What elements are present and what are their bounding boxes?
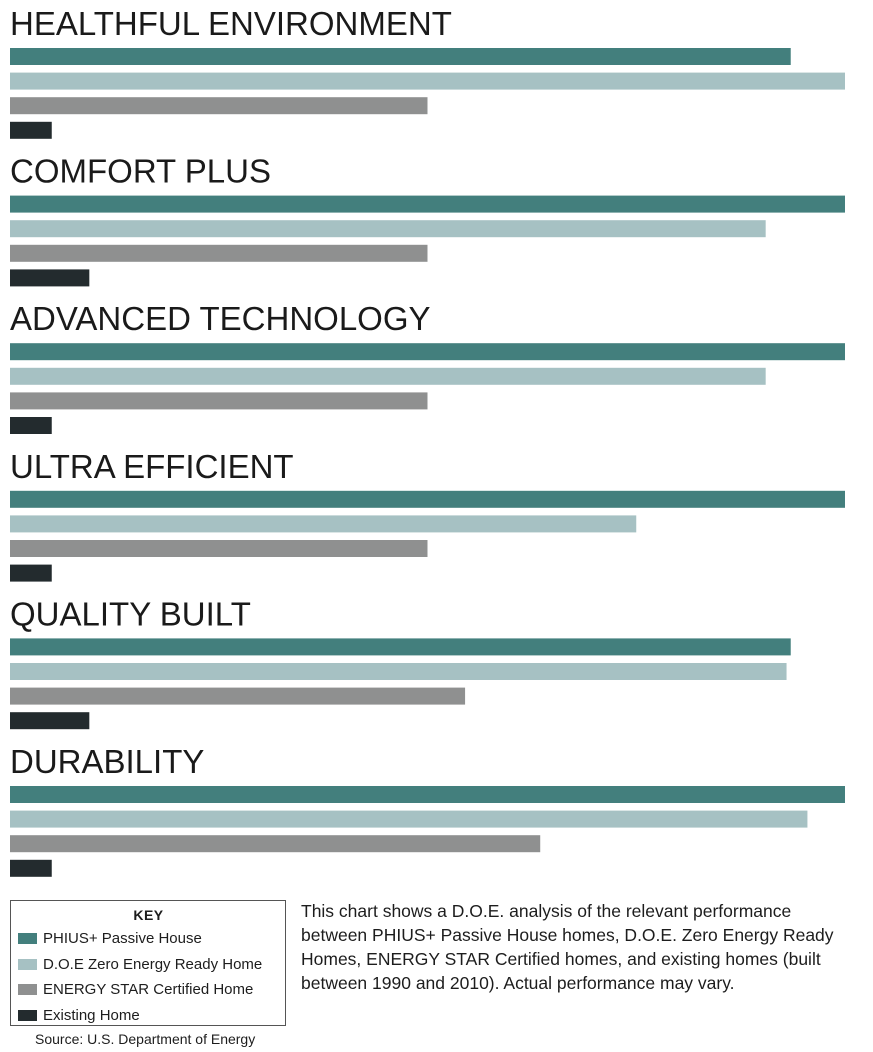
legend-label-energy-star: ENERGY STAR Certified Home [43, 981, 254, 999]
source-credit: Source: U.S. Department of Energy [35, 1031, 256, 1047]
bar-existing-home [10, 564, 52, 582]
legend-item-doe: D.O.E Zero Energy Ready Home [18, 952, 279, 978]
legend-label-doe: D.O.E Zero Energy Ready Home [43, 955, 263, 973]
bar-energy-star [10, 687, 466, 705]
bar-phius [10, 343, 845, 361]
bar-doe-zero-energy [10, 810, 808, 828]
bar-phius [10, 638, 791, 656]
bar-doe-zero-energy [10, 663, 787, 680]
bar-existing-home [10, 417, 52, 434]
bar-existing-home [10, 269, 90, 287]
bar-energy-star [10, 835, 541, 853]
bar-chart: HEALTHFUL ENVIRONMENT COMFORT PLUS ADVANCE… [10, 5, 845, 877]
legend-swatch-energy-star [18, 984, 37, 996]
bar-phius [10, 786, 845, 803]
category-title: QUALITY BUILT [10, 595, 251, 632]
bar-energy-star [10, 392, 428, 410]
bar-phius [10, 48, 791, 65]
bar-energy-star [10, 540, 428, 557]
bar-doe-zero-energy [10, 515, 637, 533]
bar-doe-zero-energy [10, 220, 766, 238]
category-title: ULTRA EFFICIENT [10, 448, 294, 485]
bar-doe-zero-energy [10, 72, 845, 90]
bar-energy-star [10, 244, 428, 262]
bar-existing-home [10, 121, 52, 139]
bar-existing-home [10, 712, 90, 730]
legend: KEY PHIUS+ Passive House D.O.E Zero Ener… [10, 900, 286, 1026]
bar-phius [10, 195, 845, 213]
category-title: DURABILITY [10, 743, 204, 780]
bar-energy-star [10, 97, 428, 115]
bar-doe-zero-energy [10, 367, 766, 385]
legend-item-existing: Existing Home [18, 1003, 279, 1029]
legend-item-phius: PHIUS+ Passive House [18, 926, 279, 952]
legend-label-existing: Existing Home [43, 1006, 140, 1024]
category-title: ADVANCED TECHNOLOGY [10, 300, 431, 337]
legend-label-phius: PHIUS+ Passive House [43, 930, 202, 948]
bar-phius [10, 490, 845, 508]
bar-existing-home [10, 859, 52, 877]
legend-swatch-doe [18, 958, 37, 970]
legend-swatch-phius [18, 933, 37, 945]
legend-swatch-existing [18, 1009, 37, 1021]
legend-title: KEY [133, 907, 164, 923]
category-title: HEALTHFUL ENVIRONMENT [10, 5, 452, 42]
chart-description: This chart shows a D.O.E. analysis of th… [301, 901, 834, 993]
legend-item-energy-star: ENERGY STAR Certified Home [18, 977, 279, 1003]
category-title: COMFORT PLUS [10, 153, 271, 190]
